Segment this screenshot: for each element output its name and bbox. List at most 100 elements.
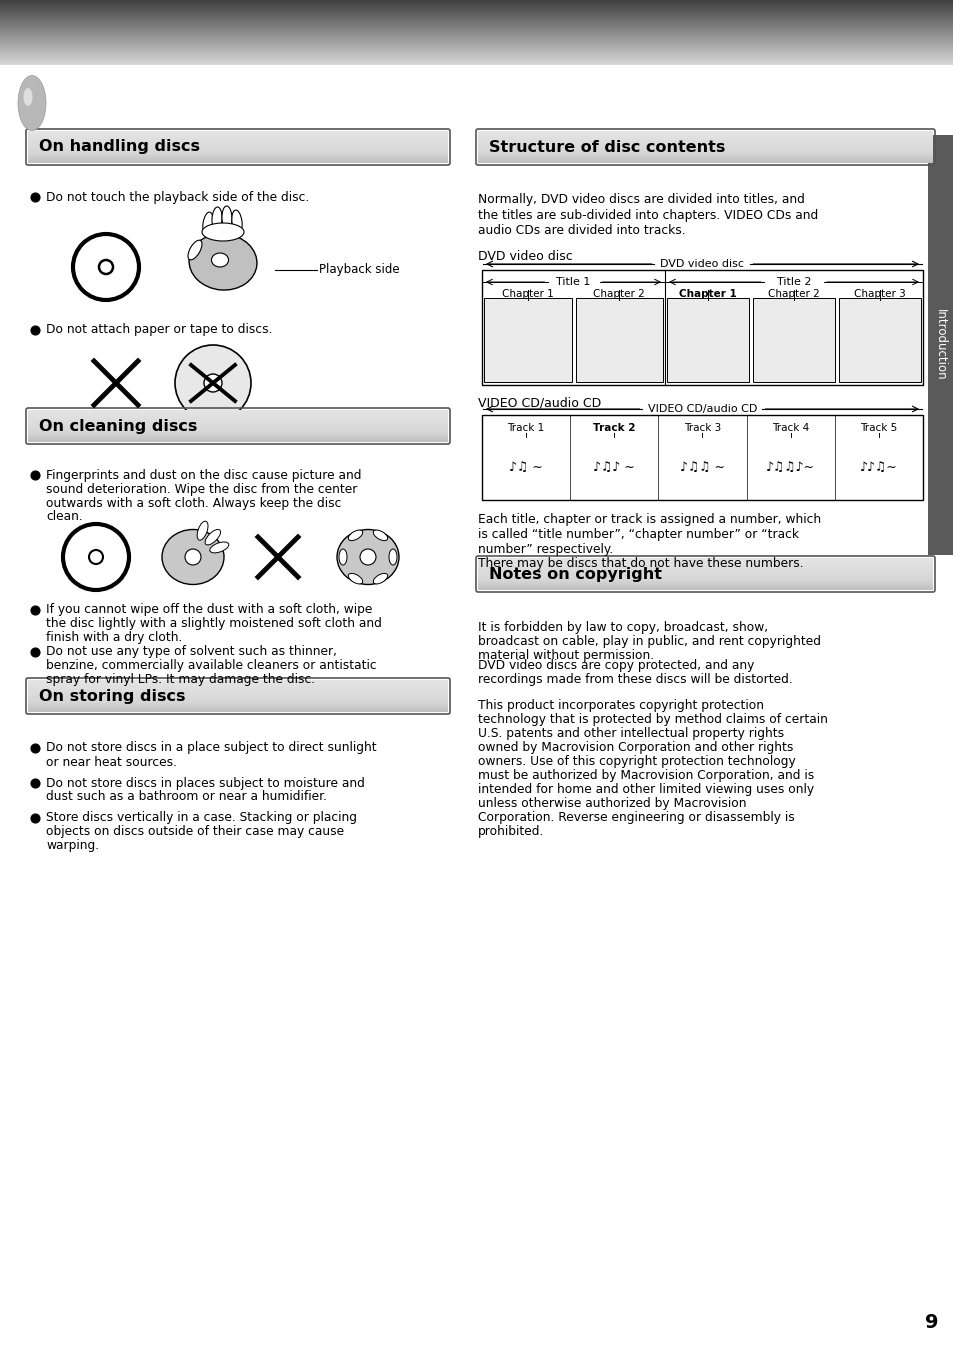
Text: owners. Use of this copyright protection technology: owners. Use of this copyright protection… xyxy=(477,755,795,767)
Text: Structure of disc contents: Structure of disc contents xyxy=(489,139,724,155)
Circle shape xyxy=(174,345,251,421)
Text: outwards with a soft cloth. Always keep the disc: outwards with a soft cloth. Always keep … xyxy=(46,496,341,510)
Text: Chapter 2: Chapter 2 xyxy=(767,288,819,299)
Text: Do not store discs in places subject to moisture and: Do not store discs in places subject to … xyxy=(46,776,364,790)
Text: material without permission.: material without permission. xyxy=(477,650,654,662)
Text: or near heat sources.: or near heat sources. xyxy=(46,755,177,768)
Text: unless otherwise authorized by Macrovision: unless otherwise authorized by Macrovisi… xyxy=(477,797,745,810)
Text: 9: 9 xyxy=(924,1313,938,1332)
Ellipse shape xyxy=(188,240,202,260)
Text: ♪♪♫∼: ♪♪♫∼ xyxy=(859,461,897,473)
Text: technology that is protected by method claims of certain: technology that is protected by method c… xyxy=(477,713,827,725)
Text: Playback side: Playback side xyxy=(318,263,399,276)
Text: Each title, chapter or track is assigned a number, which: Each title, chapter or track is assigned… xyxy=(477,514,821,527)
Text: spray for vinyl LPs. It may damage the disc.: spray for vinyl LPs. It may damage the d… xyxy=(46,674,314,686)
Ellipse shape xyxy=(222,206,232,231)
Text: Title 1: Title 1 xyxy=(556,276,590,287)
Text: Track 4: Track 4 xyxy=(771,423,808,433)
Ellipse shape xyxy=(205,530,220,545)
Text: warping.: warping. xyxy=(46,840,99,852)
Ellipse shape xyxy=(373,530,387,541)
Text: Introduction: Introduction xyxy=(933,309,945,381)
Text: If you cannot wipe off the dust with a soft cloth, wipe: If you cannot wipe off the dust with a s… xyxy=(46,604,372,616)
Text: VIDEO CD/audio CD: VIDEO CD/audio CD xyxy=(477,396,600,410)
Text: owned by Macrovision Corporation and other rights: owned by Macrovision Corporation and oth… xyxy=(477,740,793,754)
Ellipse shape xyxy=(373,573,387,584)
Text: On cleaning discs: On cleaning discs xyxy=(39,418,197,434)
Text: recordings made from these discs will be distorted.: recordings made from these discs will be… xyxy=(477,673,792,686)
Bar xyxy=(481,415,923,500)
Text: This product incorporates copyright protection: This product incorporates copyright prot… xyxy=(477,698,763,712)
Bar xyxy=(666,298,748,381)
Ellipse shape xyxy=(162,530,224,585)
Text: ♪♫ ∼: ♪♫ ∼ xyxy=(509,461,542,473)
Ellipse shape xyxy=(197,522,208,541)
Text: Chapter 3: Chapter 3 xyxy=(853,288,905,299)
Text: Corporation. Reverse engineering or disassembly is: Corporation. Reverse engineering or disa… xyxy=(477,810,794,824)
Circle shape xyxy=(359,549,375,565)
Text: dust such as a bathroom or near a humidifier.: dust such as a bathroom or near a humidi… xyxy=(46,790,327,803)
Text: On handling discs: On handling discs xyxy=(39,139,200,155)
Text: ♪♫♫ ∼: ♪♫♫ ∼ xyxy=(679,461,724,473)
Text: Do not store discs in a place subject to direct sunlight: Do not store discs in a place subject to… xyxy=(46,741,376,755)
Text: Chapter 1: Chapter 1 xyxy=(679,288,736,299)
Ellipse shape xyxy=(336,530,398,585)
Text: objects on discs outside of their case may cause: objects on discs outside of their case m… xyxy=(46,825,344,838)
Ellipse shape xyxy=(212,253,229,267)
Text: broadcast on cable, play in public, and rent copyrighted: broadcast on cable, play in public, and … xyxy=(477,635,821,648)
Text: It is forbidden by law to copy, broadcast, show,: It is forbidden by law to copy, broadcas… xyxy=(477,621,767,635)
Text: is called “title number”, “chapter number” or “track: is called “title number”, “chapter numbe… xyxy=(477,528,799,541)
Ellipse shape xyxy=(232,210,242,235)
Circle shape xyxy=(204,373,222,392)
Text: DVD video disc: DVD video disc xyxy=(477,251,572,263)
Bar xyxy=(927,135,953,555)
Text: the disc lightly with a slightly moistened soft cloth and: the disc lightly with a slightly moisten… xyxy=(46,617,381,631)
Text: There may be discs that do not have these numbers.: There may be discs that do not have thes… xyxy=(477,557,802,570)
Text: Do not use any type of solvent such as thinner,: Do not use any type of solvent such as t… xyxy=(46,646,336,659)
Text: Title 2: Title 2 xyxy=(776,276,810,287)
Text: Notes on copyright: Notes on copyright xyxy=(489,566,661,581)
Ellipse shape xyxy=(24,88,32,106)
Text: prohibited.: prohibited. xyxy=(477,825,544,837)
Text: DVD video discs are copy protected, and any: DVD video discs are copy protected, and … xyxy=(477,659,754,671)
Text: Track 1: Track 1 xyxy=(507,423,544,433)
Bar xyxy=(481,270,923,386)
Text: intended for home and other limited viewing uses only: intended for home and other limited view… xyxy=(477,782,813,795)
Text: benzine, commercially available cleaners or antistatic: benzine, commercially available cleaners… xyxy=(46,659,376,673)
Text: the titles are sub-divided into chapters. VIDEO CDs and: the titles are sub-divided into chapters… xyxy=(477,209,818,221)
Text: ♪♫♪ ∼: ♪♫♪ ∼ xyxy=(593,461,635,473)
Text: Do not attach paper or tape to discs.: Do not attach paper or tape to discs. xyxy=(46,324,273,337)
Text: Store discs vertically in a case. Stacking or placing: Store discs vertically in a case. Stacki… xyxy=(46,811,356,825)
Text: Fingerprints and dust on the disc cause picture and: Fingerprints and dust on the disc cause … xyxy=(46,469,361,481)
Text: must be authorized by Macrovision Corporation, and is: must be authorized by Macrovision Corpor… xyxy=(477,768,814,782)
Circle shape xyxy=(185,549,201,565)
Text: Track 3: Track 3 xyxy=(683,423,720,433)
Text: Do not touch the playback side of the disc.: Do not touch the playback side of the di… xyxy=(46,190,309,204)
Bar xyxy=(752,298,834,381)
Text: Track 5: Track 5 xyxy=(860,423,897,433)
Text: finish with a dry cloth.: finish with a dry cloth. xyxy=(46,631,182,644)
Ellipse shape xyxy=(212,208,222,231)
Text: Chapter 2: Chapter 2 xyxy=(593,288,644,299)
Text: Track 2: Track 2 xyxy=(593,423,635,433)
Ellipse shape xyxy=(348,530,362,541)
Ellipse shape xyxy=(210,542,229,553)
Ellipse shape xyxy=(348,573,362,584)
Text: number” respectively.: number” respectively. xyxy=(477,542,613,555)
Text: VIDEO CD/audio CD: VIDEO CD/audio CD xyxy=(647,404,757,414)
Ellipse shape xyxy=(202,222,244,241)
Bar xyxy=(483,298,571,381)
Ellipse shape xyxy=(18,75,46,131)
Text: DVD video disc: DVD video disc xyxy=(659,259,743,270)
Text: sound deterioration. Wipe the disc from the center: sound deterioration. Wipe the disc from … xyxy=(46,483,357,496)
Text: Normally, DVD video discs are divided into titles, and: Normally, DVD video discs are divided in… xyxy=(477,194,804,206)
Text: clean.: clean. xyxy=(46,511,83,523)
Ellipse shape xyxy=(338,549,347,565)
Bar xyxy=(575,298,662,381)
Text: On storing discs: On storing discs xyxy=(39,689,185,704)
Bar xyxy=(838,298,920,381)
Text: U.S. patents and other intellectual property rights: U.S. patents and other intellectual prop… xyxy=(477,727,783,740)
Ellipse shape xyxy=(189,235,256,290)
Text: audio CDs are divided into tracks.: audio CDs are divided into tracks. xyxy=(477,224,685,236)
Text: Chapter 1: Chapter 1 xyxy=(501,288,553,299)
